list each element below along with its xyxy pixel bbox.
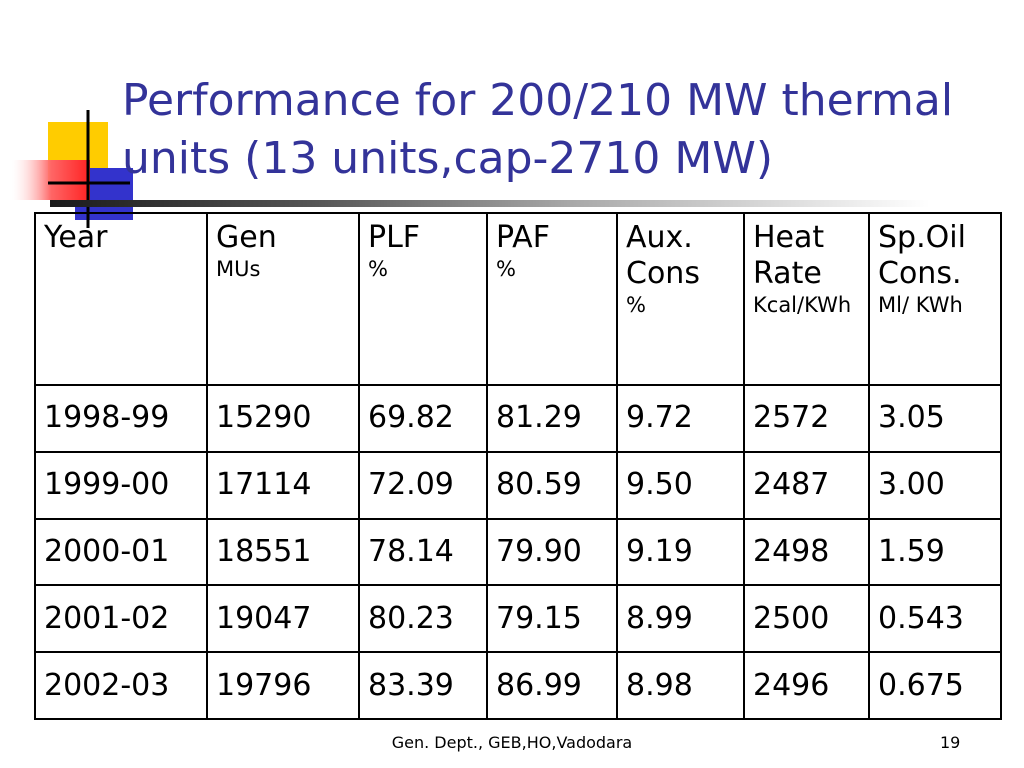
title-line-1: Performance for 200/210 MW thermal: [122, 75, 954, 126]
header-cell: Heat Rate Kcal/KWh: [743, 212, 870, 386]
header-cell: PAF%: [486, 212, 618, 386]
table-header-row: Year Gen MUs PLF% PAF% Aux. Cons% Heat Ra…: [34, 212, 1002, 386]
table-cell: 8.99: [616, 584, 745, 654]
table-cell: 0.675: [868, 651, 1002, 720]
title-underline: [50, 200, 930, 207]
logo-red-bar: [12, 160, 90, 200]
table-cell: 2001-02: [34, 584, 208, 654]
table-cell: 2000-01: [34, 517, 208, 587]
table-cell: 0.543: [868, 584, 1002, 654]
table-cell: 79.90: [486, 517, 618, 587]
table-cell: 19796: [206, 651, 360, 720]
table-row: 1998-99 15290 69.82 81.29 9.72 2572 3.05: [34, 384, 1002, 453]
table-cell: 9.50: [616, 450, 745, 520]
table-row: 2002-03 19796 83.39 86.99 8.98 2496 0.67…: [34, 651, 1002, 720]
table-cell: 3.00: [868, 450, 1002, 520]
table-cell: 2487: [743, 450, 870, 520]
table-cell: 80.59: [486, 450, 618, 520]
table-cell: 2496: [743, 651, 870, 720]
table-cell: 2498: [743, 517, 870, 587]
table-row: 1999-00 17114 72.09 80.59 9.50 2487 3.00: [34, 450, 1002, 520]
table-cell: 1998-99: [34, 384, 208, 453]
table-cell: 83.39: [358, 651, 488, 720]
table-cell: 8.98: [616, 651, 745, 720]
table-row: 2001-02 19047 80.23 79.15 8.99 2500 0.54…: [34, 584, 1002, 654]
table-cell: 9.19: [616, 517, 745, 587]
table-cell: 18551: [206, 517, 360, 587]
table-cell: 2002-03: [34, 651, 208, 720]
table-cell: 2572: [743, 384, 870, 453]
table-cell: 1.59: [868, 517, 1002, 587]
table-cell: 3.05: [868, 384, 1002, 453]
table-cell: 2500: [743, 584, 870, 654]
header-cell: PLF%: [358, 212, 488, 386]
header-cell: Sp.Oil Cons. Ml/ KWh: [868, 212, 1002, 386]
table-cell: 1999-00: [34, 450, 208, 520]
table-cell: 81.29: [486, 384, 618, 453]
page-number: 19: [940, 733, 961, 752]
table-cell: 17114: [206, 450, 360, 520]
performance-table: Year Gen MUs PLF% PAF% Aux. Cons% Heat Ra…: [34, 212, 1002, 720]
header-cell: Year: [34, 212, 208, 386]
table-cell: 15290: [206, 384, 360, 453]
table-row: 2000-01 18551 78.14 79.90 9.19 2498 1.59: [34, 517, 1002, 587]
table-cell: 9.72: [616, 384, 745, 453]
table-cell: 19047: [206, 584, 360, 654]
table-cell: 86.99: [486, 651, 618, 720]
header-cell: Gen MUs: [206, 212, 360, 386]
header-cell: Aux. Cons%: [616, 212, 745, 386]
table-cell: 80.23: [358, 584, 488, 654]
table-cell: 72.09: [358, 450, 488, 520]
table-cell: 79.15: [486, 584, 618, 654]
table-cell: 69.82: [358, 384, 488, 453]
title-line-2: units (13 units,cap-2710 MW): [122, 133, 774, 184]
table-cell: 78.14: [358, 517, 488, 587]
slide-footer: Gen. Dept., GEB,HO,Vadodara: [391, 733, 633, 752]
slide-logo: [12, 110, 133, 228]
slide-title: Performance for 200/210 MW thermal units…: [122, 72, 1002, 188]
